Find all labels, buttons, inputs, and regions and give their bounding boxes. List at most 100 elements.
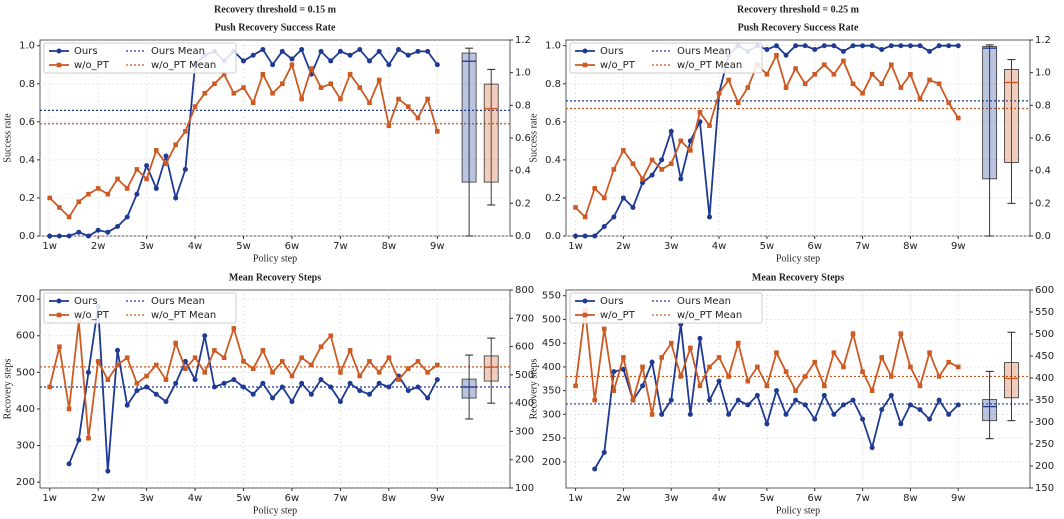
marker bbox=[182, 358, 188, 364]
marker bbox=[299, 380, 305, 386]
y-tick-label: 0.4 bbox=[545, 155, 561, 166]
marker bbox=[879, 47, 885, 53]
marker bbox=[144, 384, 150, 390]
marker bbox=[783, 369, 789, 374]
marker bbox=[405, 388, 411, 394]
marker bbox=[707, 214, 713, 220]
marker bbox=[347, 348, 353, 353]
y2-tick-label: 200 bbox=[1035, 461, 1054, 472]
marker bbox=[115, 347, 121, 353]
marker bbox=[47, 233, 53, 239]
x-tick-label: 5w bbox=[760, 241, 775, 252]
y2-tick-label: 0.8 bbox=[1035, 100, 1051, 111]
marker bbox=[735, 397, 741, 403]
marker bbox=[802, 402, 808, 408]
y-tick-label: 600 bbox=[16, 331, 35, 342]
marker bbox=[76, 199, 82, 205]
marker bbox=[927, 77, 932, 83]
marker bbox=[425, 96, 430, 102]
marker bbox=[231, 377, 237, 383]
marker bbox=[318, 344, 324, 350]
marker bbox=[115, 223, 121, 229]
marker bbox=[337, 399, 343, 405]
marker bbox=[898, 421, 904, 427]
marker bbox=[745, 85, 751, 90]
marker bbox=[338, 96, 343, 102]
marker bbox=[908, 364, 913, 370]
legend-label: w/o_PT bbox=[74, 310, 110, 321]
marker bbox=[831, 43, 837, 49]
marker bbox=[347, 52, 353, 58]
marker bbox=[812, 359, 818, 365]
y2-tick-label: 400 bbox=[1035, 373, 1054, 384]
legend-box bbox=[43, 292, 237, 324]
marker bbox=[173, 195, 179, 201]
marker bbox=[415, 384, 421, 390]
marker bbox=[946, 359, 951, 365]
marker bbox=[898, 43, 904, 49]
marker bbox=[415, 115, 421, 121]
marker bbox=[415, 359, 421, 364]
marker bbox=[802, 43, 808, 49]
marker bbox=[783, 52, 789, 58]
marker bbox=[386, 384, 392, 390]
marker bbox=[66, 461, 72, 467]
marker bbox=[415, 48, 421, 54]
marker bbox=[764, 47, 770, 53]
marker bbox=[907, 43, 913, 49]
marker bbox=[592, 233, 598, 239]
marker bbox=[936, 43, 942, 49]
marker bbox=[57, 344, 62, 350]
y-tick-label: 1.0 bbox=[19, 41, 35, 52]
x-tick-label: 8w bbox=[382, 241, 397, 252]
x-tick-label: 1w bbox=[42, 241, 57, 252]
marker bbox=[659, 355, 664, 360]
x-tick-label: 9w bbox=[951, 241, 966, 252]
marker bbox=[241, 85, 246, 90]
y-axis-label: Success rate bbox=[528, 113, 539, 163]
x-tick-label: 3w bbox=[139, 493, 154, 504]
y2-tick-label: 550 bbox=[1035, 307, 1054, 318]
legend-label: w/o_PT bbox=[74, 60, 110, 71]
marker bbox=[270, 62, 276, 68]
x-tick-label: 4w bbox=[712, 493, 727, 504]
marker bbox=[376, 380, 382, 386]
x-tick-label: 6w bbox=[285, 493, 300, 504]
marker bbox=[735, 100, 741, 106]
x-tick-label: 5w bbox=[236, 241, 251, 252]
marker bbox=[716, 90, 722, 96]
legend-label: Ours bbox=[600, 46, 624, 57]
marker bbox=[582, 214, 588, 220]
x-tick-label: 7w bbox=[333, 241, 348, 252]
y2-tick-label: 300 bbox=[515, 426, 534, 437]
marker bbox=[202, 90, 208, 96]
marker bbox=[707, 397, 713, 403]
marker bbox=[821, 43, 827, 49]
y-tick-label: 0.0 bbox=[545, 231, 561, 242]
legend-label: w/o_PT Mean bbox=[677, 310, 742, 321]
marker bbox=[153, 391, 159, 397]
marker bbox=[592, 397, 598, 403]
chart-title: Mean Recovery Steps bbox=[229, 272, 321, 283]
marker bbox=[134, 191, 140, 197]
marker bbox=[202, 370, 208, 375]
legend-label: Ours bbox=[74, 46, 98, 57]
marker bbox=[337, 48, 343, 54]
y-tick-label: 0.2 bbox=[545, 193, 561, 204]
y2-tick-label: 0.4 bbox=[1035, 166, 1051, 177]
marker bbox=[86, 435, 91, 441]
marker bbox=[95, 359, 101, 364]
marker bbox=[124, 402, 130, 408]
marker bbox=[328, 384, 334, 390]
legend-box bbox=[569, 42, 763, 74]
marker bbox=[745, 402, 751, 408]
marker bbox=[726, 77, 731, 83]
marker bbox=[764, 421, 770, 427]
marker bbox=[783, 411, 789, 417]
marker bbox=[773, 388, 779, 394]
marker bbox=[611, 388, 617, 393]
marker bbox=[347, 380, 353, 386]
legend-label: w/o_PT Mean bbox=[151, 60, 216, 71]
marker bbox=[357, 388, 363, 394]
